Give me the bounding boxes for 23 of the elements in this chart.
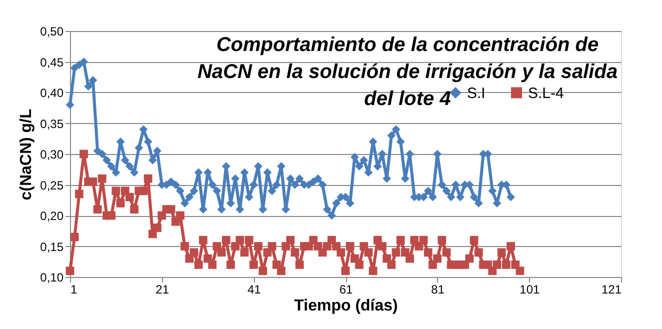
y-tick-label: 0,35	[40, 116, 64, 131]
x-tick-label: 81	[431, 282, 445, 296]
y-tick-label: 0,20	[40, 209, 64, 223]
x-tick-label: 21	[156, 282, 170, 296]
text: NaCN en la solución de irrigación y la salida	[197, 61, 618, 83]
x-tick-label: 41	[247, 282, 262, 296]
x-tick-label: 61	[339, 282, 353, 296]
text: del lote 4	[364, 88, 451, 110]
x-tick-label: 1	[70, 282, 78, 296]
y-tick-label: 0,40	[40, 86, 64, 100]
y-axis-title: c(NaCN) g/L	[18, 108, 36, 200]
y-tick-label: 0,50	[40, 24, 64, 38]
y-tick-label: 0,45	[40, 55, 64, 70]
y-tick-label: 0,25	[40, 178, 64, 192]
legend-label: S.I	[467, 84, 486, 102]
y-tick-label: 0,30	[40, 148, 64, 162]
x-axis-title: Tiempo (días)	[294, 298, 398, 314]
x-tick-label: 101	[520, 282, 540, 296]
x-tick-label: 121	[601, 282, 622, 296]
legend-label: S.L-4	[528, 84, 564, 102]
text: Comportamiento de la concentración de	[216, 34, 599, 56]
y-tick-label: 0,15	[40, 240, 64, 254]
y-tick-label: 0,10	[40, 270, 64, 284]
